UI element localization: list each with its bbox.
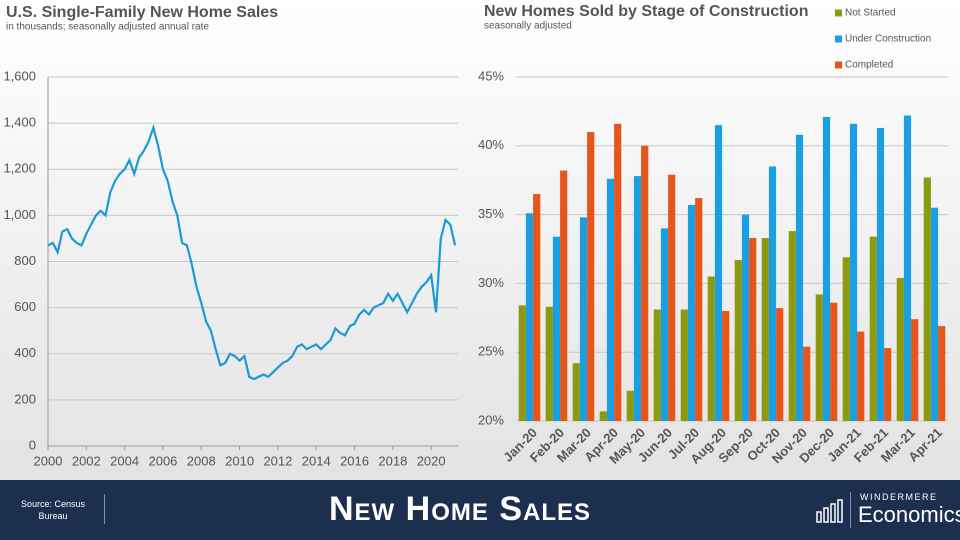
bar [768,166,777,421]
x-tick-label: 2002 [72,453,101,468]
bar [822,116,831,422]
bar [849,123,858,421]
bar [722,310,730,421]
chart-subtitle: in thousands; seasonally adjusted annual… [6,22,209,33]
x-tick-label: 2016 [340,453,369,468]
bar [579,217,588,421]
bar [552,236,561,421]
bar [842,257,850,421]
bar [884,348,892,421]
footer: Source: Census Bureau New Home Sales WIN… [0,480,960,540]
chart-subtitle: seasonally adjusted [484,21,572,32]
bar [653,309,661,421]
bar [707,276,715,421]
bar [714,125,723,421]
logo-icon [816,499,843,523]
line [47,123,457,381]
x-tick-label: 2012 [263,453,292,468]
y-tick-label: 1,400 [3,115,36,130]
bar [938,326,946,421]
bar [599,411,607,421]
charts: U.S. Single-Family New Home Sales in tho… [3,3,948,468]
legend-label: Not Started [845,8,896,19]
chart-title: New Homes Sold by Stage of Construction [484,3,808,20]
bar [668,174,676,421]
bar [587,132,595,422]
bar [815,294,823,421]
brand-sub: Economics [858,502,960,527]
bar [896,277,904,421]
x-tick-label: 2014 [302,453,331,468]
y-tick-label: 1,600 [3,68,36,83]
bar [788,231,796,421]
brand: WINDERMERE [860,492,938,502]
bar [876,127,885,422]
bar [923,177,931,421]
y-tick-label: 1,200 [3,161,36,176]
bar [545,306,553,421]
x-tick-label: 2006 [148,453,177,468]
y-tick-label: 800 [14,253,36,268]
y-tick-label: 25% [478,344,504,359]
x-tick-label: 2018 [378,453,407,468]
y-tick-label: 30% [478,275,504,290]
divider [850,492,851,528]
bar [734,260,742,421]
bar [776,308,784,421]
bar [803,346,811,421]
source: Source: Census Bureau [20,499,86,521]
legend-swatch [835,61,842,69]
legend-swatch [835,9,842,17]
bar [695,198,703,421]
y-tick-label: 45% [478,68,504,83]
legend-label: Completed [845,60,893,71]
bar [533,193,541,421]
y-tick-label: 0 [29,437,36,452]
y-tick-label: 1,000 [3,207,36,222]
x-tick-label: 2000 [34,453,63,468]
bar [911,319,919,421]
bar [830,302,838,421]
bar [869,236,877,421]
bar [572,363,580,421]
y-tick-label: 40% [478,137,504,152]
x-tick-label: 2010 [225,453,254,468]
y-tick-label: 200 [14,391,36,406]
bar [525,213,534,421]
bar [641,145,649,422]
legend-swatch [835,35,842,43]
bar [903,115,912,421]
bar [741,214,750,421]
bar [560,170,568,421]
chart-title: U.S. Single-Family New Home Sales [6,4,278,21]
bar [749,237,757,421]
divider [104,494,105,524]
legend-label: Under Construction [845,34,931,45]
bar [660,228,669,421]
bar [930,207,939,421]
bar [687,204,696,421]
slide-title: New Home Sales [328,490,591,528]
x-tick-label: 2004 [110,453,139,468]
y-tick-label: 35% [478,206,504,221]
y-tick-label: 20% [478,412,504,427]
bar [626,390,634,421]
bar [518,305,526,421]
x-tick-label: 2008 [187,453,216,468]
y-tick-label: 600 [14,299,36,314]
y-tick-label: 400 [14,345,36,360]
bar [680,309,688,421]
bar [761,237,769,421]
x-tick-label: 2020 [417,453,446,468]
bar [857,331,865,421]
bar [614,123,622,421]
bar [633,176,642,421]
bar [795,134,804,422]
bar [606,178,615,421]
